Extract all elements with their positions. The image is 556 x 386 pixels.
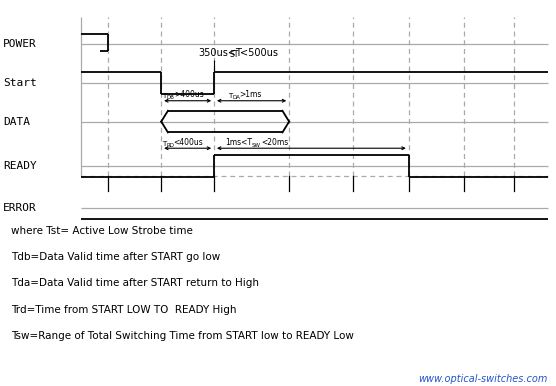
Text: DB: DB	[167, 95, 175, 100]
Text: READY: READY	[3, 161, 37, 171]
Text: ST: ST	[230, 50, 239, 59]
Text: >400us: >400us	[174, 90, 204, 99]
Text: RD: RD	[166, 143, 174, 148]
Text: T: T	[162, 141, 166, 147]
Text: <400us: <400us	[173, 138, 203, 147]
Text: T: T	[162, 93, 167, 99]
Text: SW: SW	[252, 143, 261, 148]
Text: <20ms: <20ms	[261, 138, 289, 147]
Text: Tda=Data Valid time after START return to High: Tda=Data Valid time after START return t…	[11, 278, 259, 288]
Text: www.optical-switches.com: www.optical-switches.com	[418, 374, 548, 384]
Text: ERROR: ERROR	[3, 203, 37, 213]
Text: DA: DA	[232, 95, 240, 100]
Text: where Tst= Active Low Strobe time: where Tst= Active Low Strobe time	[11, 226, 193, 236]
Text: 1ms<T: 1ms<T	[225, 138, 252, 147]
Text: Start: Start	[3, 78, 37, 88]
Text: Tdb=Data Valid time after START go low: Tdb=Data Valid time after START go low	[11, 252, 220, 262]
Text: DATA: DATA	[3, 117, 30, 127]
Text: T: T	[228, 93, 232, 99]
Text: >1ms: >1ms	[240, 90, 262, 99]
Text: 350us<T: 350us<T	[199, 47, 242, 58]
Text: <500us: <500us	[241, 47, 279, 58]
Text: Trd=Time from START LOW TO  READY High: Trd=Time from START LOW TO READY High	[11, 305, 237, 315]
Text: POWER: POWER	[3, 39, 37, 49]
Text: Tsw=Range of Total Switching Time from START low to READY Low: Tsw=Range of Total Switching Time from S…	[11, 331, 354, 341]
